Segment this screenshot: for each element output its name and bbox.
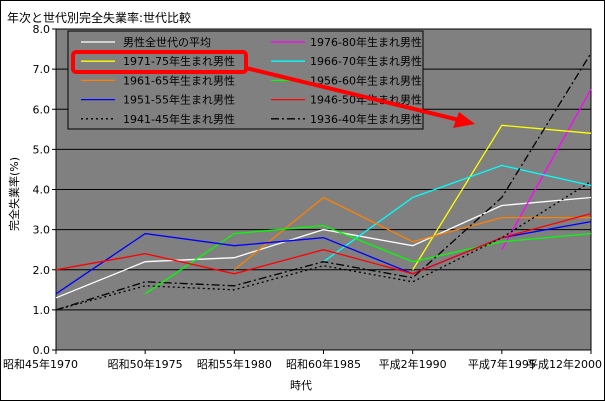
x-tick-label: 昭和45年1970 <box>3 357 78 371</box>
highlight-box <box>71 50 248 74</box>
y-axis-label: 完全失業率(%) <box>7 157 21 231</box>
legend-label: 1941-45年生まれ男性 <box>123 112 235 126</box>
legend-label: 男性全世代の平均 <box>123 35 211 49</box>
legend-label: 1956-60年生まれ男性 <box>310 73 422 87</box>
y-tick-label: 6.0 <box>33 103 51 116</box>
y-tick-label: 3.0 <box>33 224 51 237</box>
highlight-arrow-head <box>453 112 475 128</box>
plot-area: 0.0 1.0 2.0 3.0 4.0 5.0 6.0 7.0 8.0 昭和45年1970 昭和50… <box>3 23 602 371</box>
series-line <box>55 212 592 275</box>
y-tick-label: 8.0 <box>33 23 51 36</box>
legend-label: 1936-40年生まれ男性 <box>310 112 422 126</box>
series-line <box>55 52 592 311</box>
legend-box <box>67 30 424 130</box>
x-tick-label: 平成2年1990 <box>379 357 447 371</box>
y-tick-label: 5.0 <box>33 143 51 156</box>
legend-label: 1961-65年生まれ男性 <box>123 73 235 87</box>
y-tick-label: 7.0 <box>33 63 51 76</box>
series-line <box>323 164 592 263</box>
x-tick-label: 昭和50年1975 <box>108 357 183 371</box>
x-tick-label: 平成7年1995 <box>468 357 536 371</box>
series-line <box>412 124 592 271</box>
highlight-arrow-shaft <box>245 66 460 122</box>
legend-label: 1976-80年生まれ男性 <box>310 35 422 49</box>
y-tick-label: 4.0 <box>33 184 51 197</box>
legend-label: 1966-70年生まれ男性 <box>310 54 422 68</box>
x-tick-label: 昭和60年1985 <box>286 357 361 371</box>
x-tick-label: 平成12年2000 <box>527 357 602 371</box>
series-line <box>233 196 591 271</box>
x-tick-label: 昭和55年1980 <box>197 357 272 371</box>
legend-label: 1951-55年生まれ男性 <box>123 93 235 107</box>
chart-title: 年次と世代別完全失業率:世代比較 <box>7 10 191 25</box>
y-tick-label: 2.0 <box>33 264 51 277</box>
legend: 男性全世代の平均 1976-80年生まれ男性 1971-75年生まれ男性 1966-7… <box>67 30 424 130</box>
legend-label: 1946-50年生まれ男性 <box>310 93 422 107</box>
legend-label: 1971-75年生まれ男性 <box>123 54 235 68</box>
y-tick-label: 0.0 <box>33 344 51 357</box>
series-line <box>501 88 592 251</box>
series-line <box>55 196 592 299</box>
y-tick-label: 1.0 <box>33 304 51 317</box>
x-axis-label: 時代 <box>290 379 312 392</box>
